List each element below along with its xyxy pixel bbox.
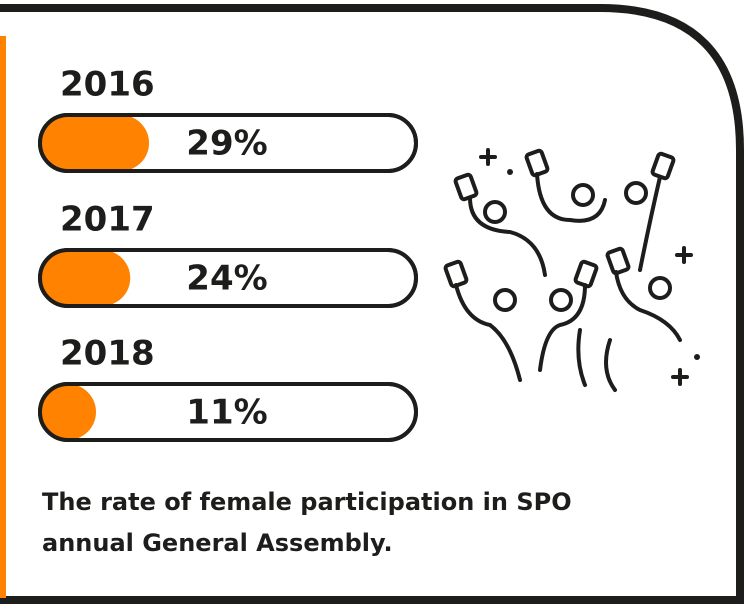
year-label: 2018	[60, 334, 155, 374]
bar	[40, 250, 130, 306]
caption: The rate of female participation in SPO	[42, 488, 572, 516]
value-label: 24%	[186, 259, 267, 299]
value-label: 11%	[186, 393, 267, 433]
value-label: 29%	[186, 124, 267, 164]
celebration-icon	[445, 150, 700, 390]
caption: annual General Assembly.	[42, 529, 393, 557]
infographic: The rate of female participation in SPO …	[0, 0, 744, 608]
year-label: 2016	[60, 65, 155, 105]
year-label: 2017	[60, 200, 155, 240]
bar	[40, 115, 149, 171]
